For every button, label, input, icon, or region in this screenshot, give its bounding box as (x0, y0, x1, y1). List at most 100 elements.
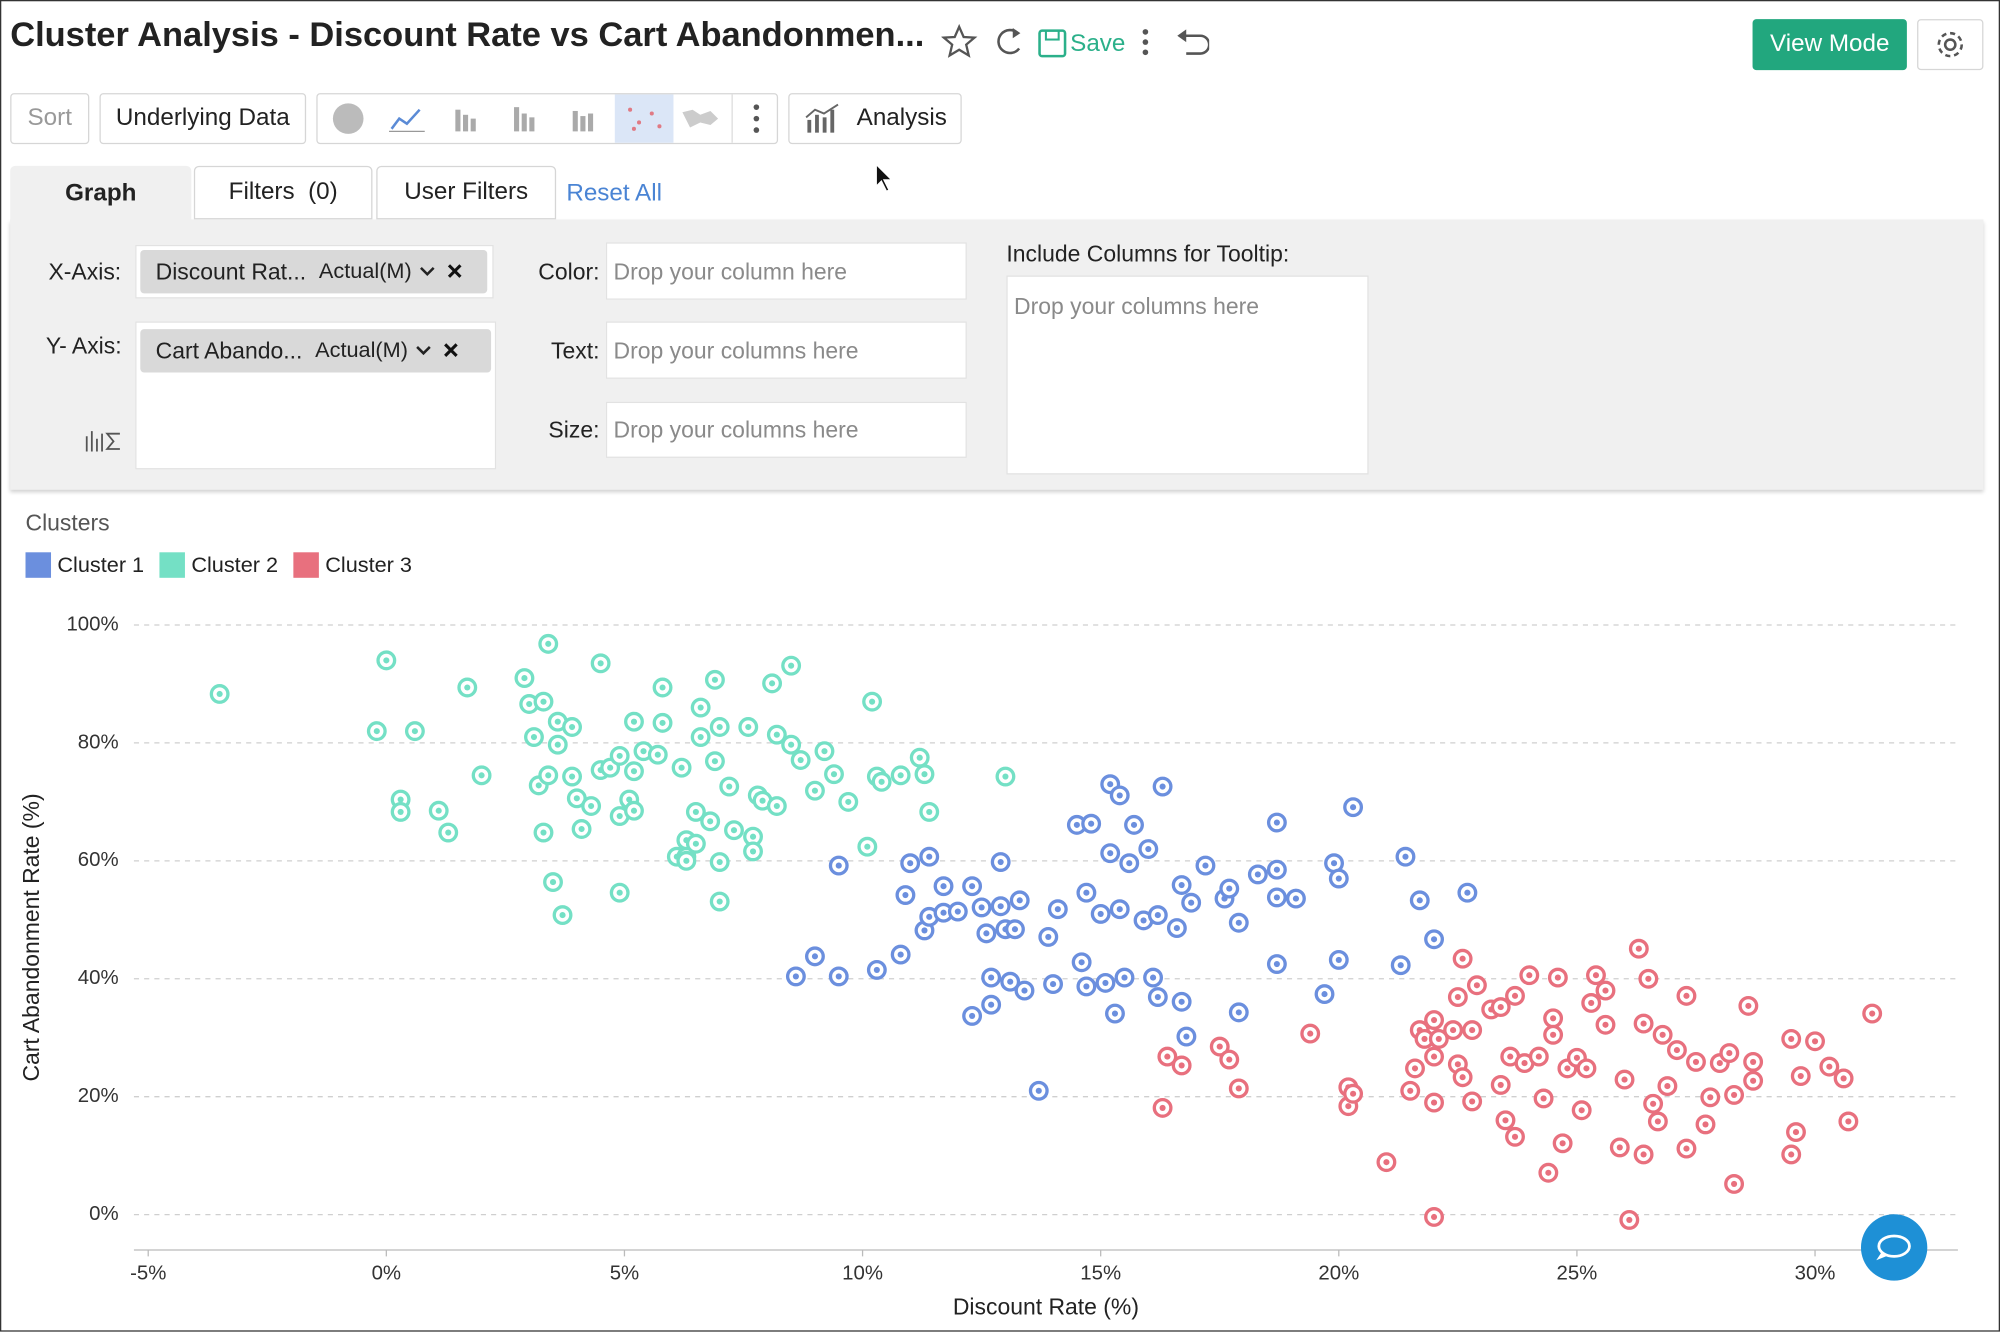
scatter-point (704, 669, 725, 690)
tab-graph[interactable]: Graph (10, 165, 192, 222)
save-icon[interactable] (1038, 29, 1067, 58)
scatter-point (866, 959, 887, 980)
x-axis-aggregation[interactable]: Actual(M) (318, 258, 412, 284)
point-dot (711, 758, 718, 765)
menu-dot[interactable] (1142, 29, 1149, 35)
settings-button[interactable] (1917, 19, 1984, 71)
tab-filters[interactable]: Filters (0) (193, 165, 373, 220)
chip-dropdown[interactable] (419, 266, 435, 277)
point-dot (569, 773, 576, 780)
scatter-point (1614, 1069, 1635, 1090)
point-dot (616, 812, 623, 820)
menu-dot[interactable] (1142, 49, 1149, 56)
scatter-point (1462, 1091, 1483, 1112)
point-dot (1007, 978, 1014, 985)
point-dot (1540, 1095, 1547, 1102)
chip-remove[interactable] (443, 343, 458, 357)
underlying-data-button[interactable]: Underlying Data (99, 93, 307, 145)
scatter-point (1166, 918, 1187, 939)
scatter-point (1109, 899, 1130, 920)
point-dot (1235, 1085, 1242, 1092)
y-axis-chip[interactable]: Cart Abando... Actual(M) (140, 329, 492, 373)
point-dot (1116, 792, 1123, 799)
scatter-point (738, 717, 759, 737)
scatter-point (1452, 1067, 1473, 1088)
menu-dot[interactable] (1142, 39, 1149, 45)
refresh-icon[interactable] (997, 28, 1021, 55)
view-mode-button[interactable]: View Mode (1752, 19, 1907, 71)
point-dot (1321, 991, 1328, 998)
point-dot (1045, 933, 1052, 940)
point-dot (1550, 1015, 1557, 1022)
chart: Clusters Cluster 1 Cluster 2 Cluster 3 0% 20%… (18, 509, 1958, 1320)
point-dot (1502, 1117, 1509, 1124)
bar-icon[interactable] (455, 109, 476, 132)
point-dot (1616, 1144, 1623, 1151)
point-dot (797, 756, 804, 764)
x-axis-column: Discount Rat... (155, 258, 307, 284)
analysis-button[interactable]: Analysis (788, 93, 962, 145)
stacked-bar-icon[interactable] (514, 107, 535, 132)
save-button[interactable]: Save (1070, 30, 1126, 58)
more-dot[interactable] (753, 115, 760, 122)
scatter-point (1038, 926, 1059, 947)
scatter-point (1095, 972, 1116, 993)
text-drop[interactable]: Drop your columns here (605, 321, 967, 379)
scatter-point (1400, 1080, 1421, 1101)
point-dot (821, 748, 828, 755)
undo-icon[interactable] (1181, 34, 1210, 55)
y-axis-aggregation[interactable]: Actual(M) (315, 338, 408, 363)
scatter-point (581, 796, 602, 816)
x-axis-chip[interactable]: Discount Rat... Actual(M) (140, 249, 488, 294)
scatter-point (785, 966, 806, 987)
point-dot (1273, 866, 1280, 873)
point-dot (1383, 1159, 1390, 1166)
summary-icon[interactable] (84, 426, 122, 454)
sort-button[interactable]: Sort (10, 93, 90, 145)
point-dot (397, 808, 404, 815)
y-tick-label: 100% (66, 613, 118, 635)
point-dot (1078, 959, 1085, 966)
tab-user-filters[interactable]: User Filters (376, 165, 557, 220)
scatter-point (538, 765, 559, 786)
scatter-point (428, 800, 449, 821)
help-chat-button[interactable] (1860, 1214, 1928, 1281)
chip-remove[interactable] (447, 264, 462, 278)
y-axis-title: Cart Abandonment Rate (%) (18, 793, 44, 1081)
point-dot (773, 731, 780, 738)
color-drop[interactable]: Drop your column here (605, 242, 967, 300)
more-dot[interactable] (753, 127, 760, 133)
line-icon[interactable] (390, 108, 421, 130)
reset-all-link[interactable]: Reset All (566, 179, 662, 207)
scatter-point (766, 796, 787, 816)
scatter-point (1819, 1056, 1840, 1077)
tooltip-drop[interactable]: Drop your columns here (1006, 275, 1369, 475)
point-dot (1050, 981, 1057, 988)
point-dot (1421, 1035, 1428, 1042)
point-dot (1640, 1151, 1647, 1158)
point-dot (811, 787, 819, 794)
legend-title: Clusters (26, 509, 110, 535)
scatter-point (1228, 1002, 1249, 1023)
more-dot[interactable] (753, 104, 760, 110)
scatter-point (1266, 859, 1287, 880)
size-drop[interactable]: Drop your columns here (605, 401, 967, 458)
chip-dropdown[interactable] (415, 346, 431, 356)
favorite-icon[interactable] (941, 23, 978, 58)
y-tick-label: 80% (78, 731, 119, 753)
point-dot (1178, 1062, 1185, 1069)
scatter-point (1119, 853, 1140, 874)
point-dot (692, 808, 699, 815)
point-dot (1526, 972, 1533, 979)
scatter-point (1571, 1100, 1592, 1121)
grouped-bar-icon[interactable] (572, 110, 594, 132)
scatter-point (1581, 992, 1602, 1013)
pie-icon[interactable] (332, 103, 364, 134)
scatter-point (547, 734, 568, 755)
map-icon[interactable] (682, 109, 719, 128)
point-dot (1554, 974, 1561, 981)
point-dot (716, 723, 723, 731)
point-dot (997, 858, 1004, 866)
scatter-icon-selected[interactable] (614, 94, 674, 143)
